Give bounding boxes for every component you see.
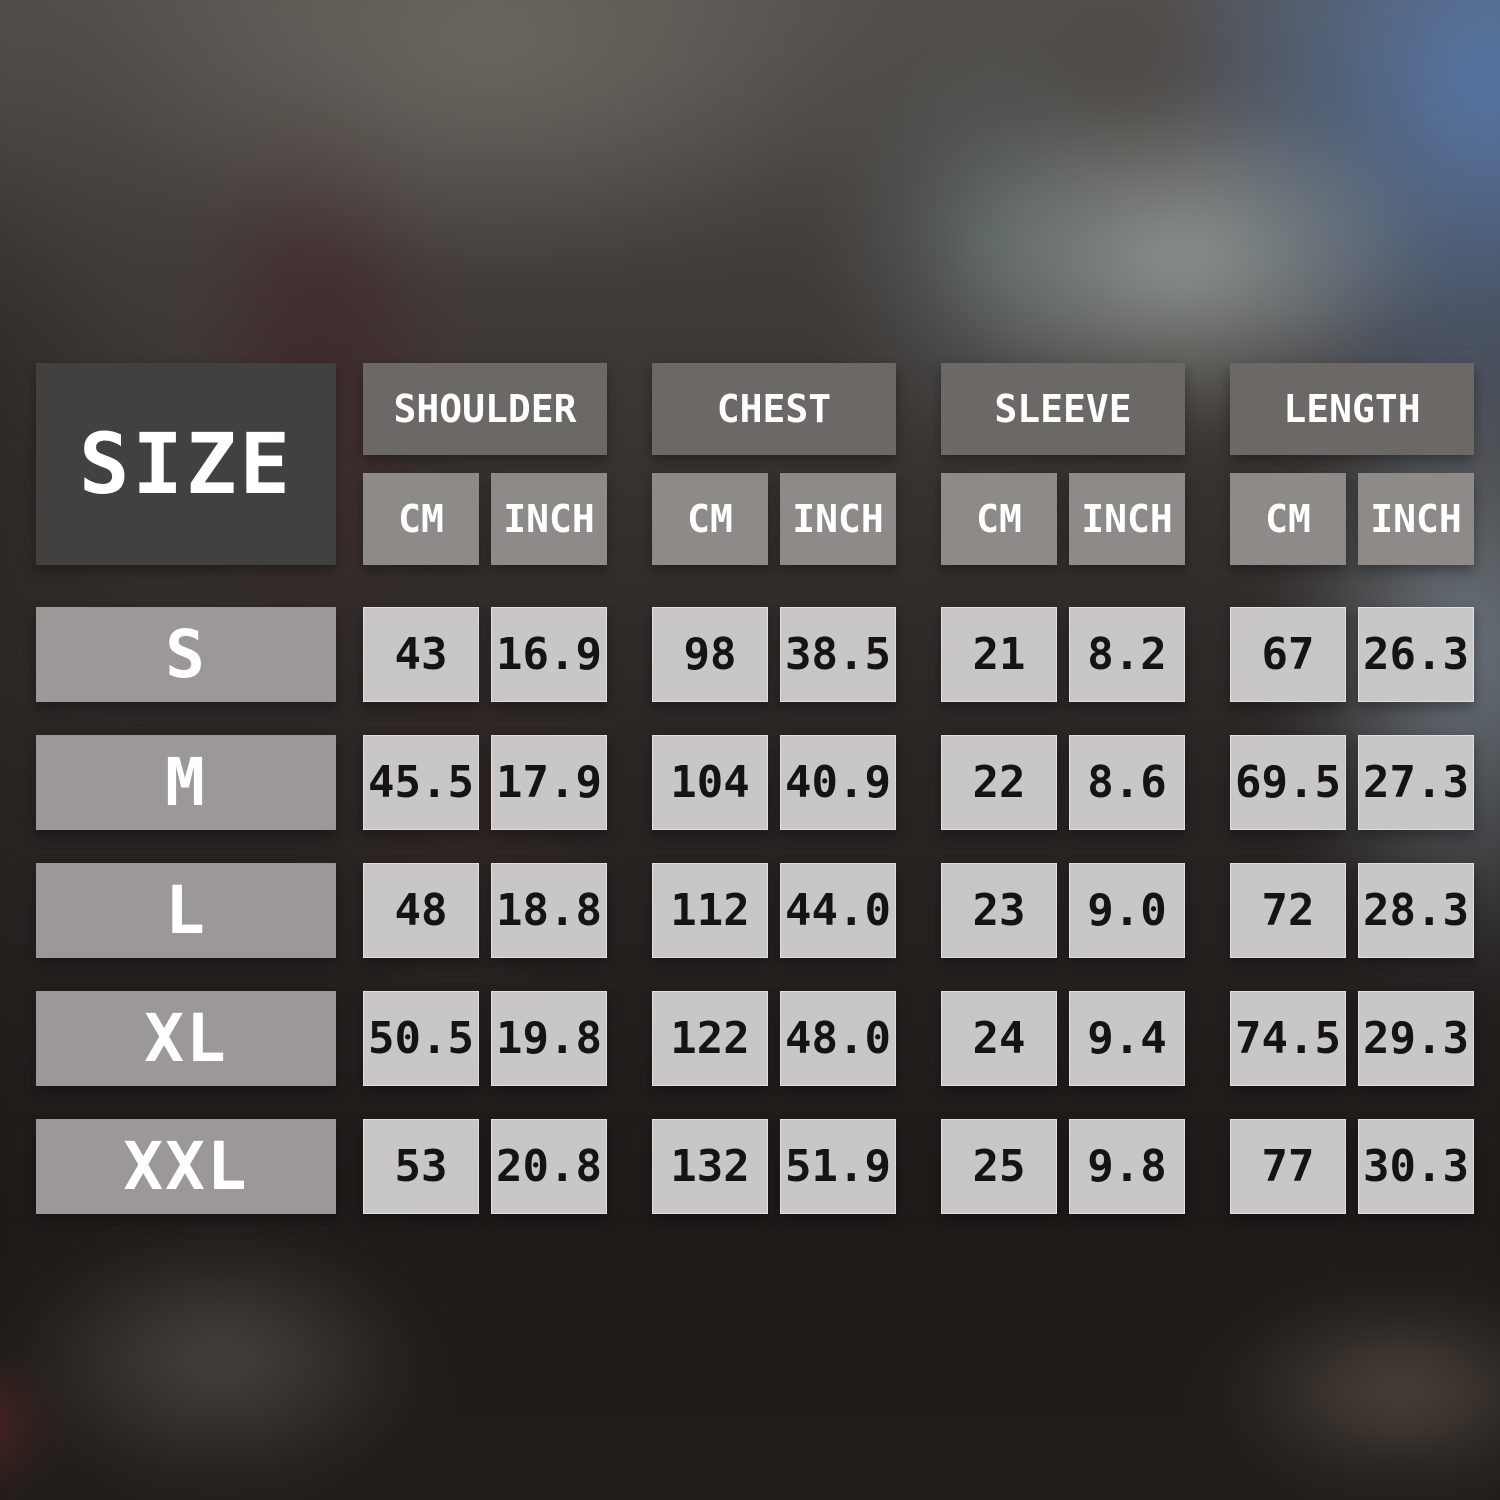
cell-sleeve-cm: 23 [941,863,1057,958]
table-row-m: M 45.5 17.9 104 40.9 22 8.6 69.5 27.3 [36,735,1474,830]
row-label-l: L [36,863,336,958]
unit-shoulder-inch: INCH [491,473,607,565]
cell-shoulder-cm: 50.5 [363,991,479,1086]
cell-shoulder-inch: 17.9 [491,735,607,830]
unit-shoulder-cm: CM [363,473,479,565]
cell-shoulder-cm: 45.5 [363,735,479,830]
cell-shoulder-cm: 53 [363,1119,479,1214]
cell-sleeve-cm: 24 [941,991,1057,1086]
table-row-l: L 48 18.8 112 44.0 23 9.0 72 28.3 [36,863,1474,958]
cell-chest-inch: 40.9 [780,735,896,830]
cell-sleeve-inch: 9.4 [1069,991,1185,1086]
table-row-s: S 43 16.9 98 38.5 21 8.2 67 26.3 [36,607,1474,702]
cell-length-cm: 77 [1230,1119,1346,1214]
column-group-chest: CHEST [652,363,896,455]
cell-shoulder-inch: 20.8 [491,1119,607,1214]
row-label-s: S [36,607,336,702]
unit-sleeve-cm: CM [941,473,1057,565]
cell-chest-inch: 48.0 [780,991,896,1086]
unit-sleeve-inch: INCH [1069,473,1185,565]
cell-sleeve-cm: 21 [941,607,1057,702]
cell-shoulder-inch: 19.8 [491,991,607,1086]
cell-shoulder-cm: 48 [363,863,479,958]
cell-length-inch: 30.3 [1358,1119,1474,1214]
cell-chest-inch: 44.0 [780,863,896,958]
unit-length-inch: INCH [1358,473,1474,565]
cell-sleeve-inch: 8.2 [1069,607,1185,702]
column-group-sleeve: SLEEVE [941,363,1185,455]
size-title: SIZE [36,363,336,565]
unit-chest-inch: INCH [780,473,896,565]
column-group-length: LENGTH [1230,363,1474,455]
header-row: SIZE SHOULDER CHEST SLEEVE LENGTH [36,363,1474,565]
table-row-xl: XL 50.5 19.8 122 48.0 24 9.4 74.5 29.3 [36,991,1474,1086]
cell-sleeve-inch: 9.8 [1069,1119,1185,1214]
cell-length-inch: 28.3 [1358,863,1474,958]
cell-sleeve-inch: 8.6 [1069,735,1185,830]
cell-length-inch: 26.3 [1358,607,1474,702]
cell-length-cm: 69.5 [1230,735,1346,830]
row-label-xxl: XXL [36,1119,336,1214]
cell-chest-cm: 98 [652,607,768,702]
table-row-xxl: XXL 53 20.8 132 51.9 25 9.8 77 30.3 [36,1119,1474,1214]
cell-length-inch: 27.3 [1358,735,1474,830]
cell-chest-inch: 51.9 [780,1119,896,1214]
unit-chest-cm: CM [652,473,768,565]
cell-shoulder-inch: 18.8 [491,863,607,958]
cell-sleeve-cm: 22 [941,735,1057,830]
cell-length-cm: 67 [1230,607,1346,702]
cell-length-inch: 29.3 [1358,991,1474,1086]
cell-length-cm: 74.5 [1230,991,1346,1086]
cell-chest-cm: 132 [652,1119,768,1214]
units-row: CM INCH CM INCH CM INCH CM INCH [36,473,1474,565]
row-label-m: M [36,735,336,830]
cell-chest-cm: 122 [652,991,768,1086]
column-group-shoulder: SHOULDER [363,363,607,455]
cell-sleeve-cm: 25 [941,1119,1057,1214]
cell-chest-inch: 38.5 [780,607,896,702]
unit-length-cm: CM [1230,473,1346,565]
cell-chest-cm: 104 [652,735,768,830]
cell-chest-cm: 112 [652,863,768,958]
cell-length-cm: 72 [1230,863,1346,958]
row-label-xl: XL [36,991,336,1086]
cell-shoulder-cm: 43 [363,607,479,702]
cell-shoulder-inch: 16.9 [491,607,607,702]
cell-sleeve-inch: 9.0 [1069,863,1185,958]
